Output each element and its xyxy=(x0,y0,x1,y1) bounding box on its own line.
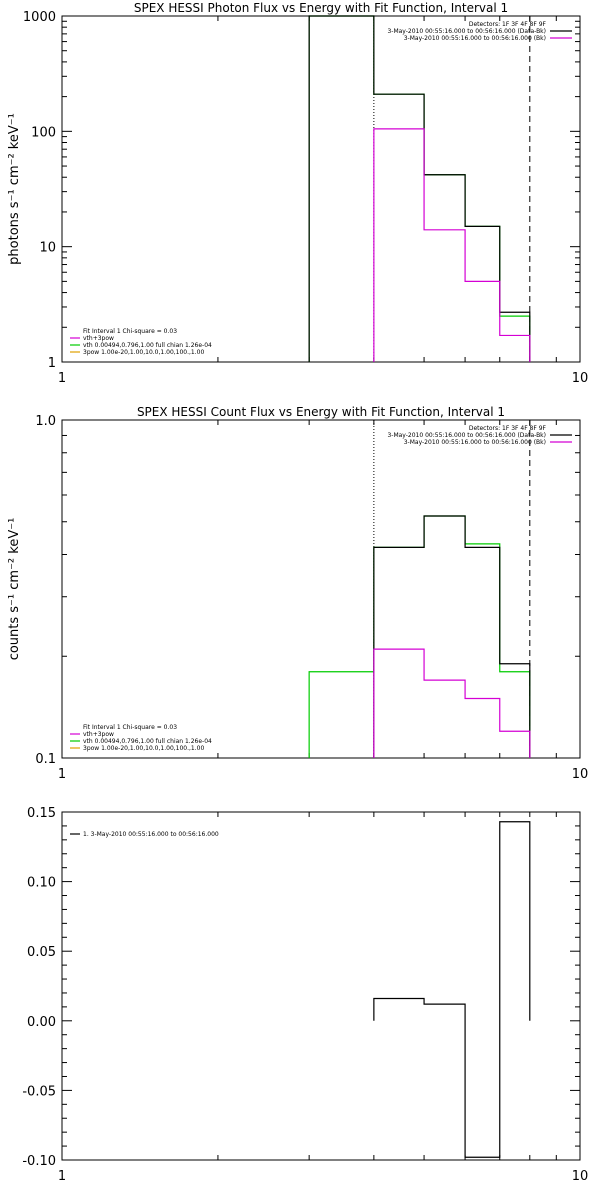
legend-entry: Detectors: 1F 3F 4F 8F 9F xyxy=(469,21,547,28)
x-tick-label: 10 xyxy=(572,1169,589,1184)
x-tick-label: 1 xyxy=(58,1169,66,1184)
legend-entry: 3-May-2010 00:55:16.000 to 00:56:16.000 … xyxy=(404,439,546,446)
legend-entry: 3pow 1.00e-20,1.00,10.0,1.00,100.,1.00 xyxy=(83,349,204,356)
y-axis-label: counts s⁻¹ cm⁻² keV⁻¹ xyxy=(7,518,22,661)
x-tick-label: 10 xyxy=(572,371,589,386)
legend-entry: vth+3pow xyxy=(83,335,114,342)
y-tick-label: 1.0 xyxy=(35,414,56,429)
legend-entry: Fit Interval 1 Chi-square = 0.03 xyxy=(83,328,177,335)
legend-entry: 3-May-2010 00:55:16.000 to 00:56:16.000 … xyxy=(404,35,546,42)
legend-entry: 3-May-2010 00:55:16.000 to 00:56:16.000 … xyxy=(387,432,546,439)
x-tick-label: 10 xyxy=(572,767,589,782)
x-tick-label: 1 xyxy=(58,371,66,386)
y-tick-label: 1000 xyxy=(23,10,56,25)
y-tick-label: 10 xyxy=(39,241,56,256)
y-tick-label: 0.1 xyxy=(35,752,56,767)
legend-entry: vth 0.00494,0.796,1.00 full chian 1.26e-… xyxy=(83,738,212,745)
plot-frame xyxy=(61,811,581,1161)
y-tick-label: 0.10 xyxy=(27,876,56,891)
x-tick-label: 1 xyxy=(58,767,66,782)
legend-entry: Fit Interval 1 Chi-square = 0.03 xyxy=(83,724,177,731)
y-tick-label: 0.00 xyxy=(27,1015,56,1030)
legend-entry: Detectors: 1F 3F 4F 8F 9F xyxy=(469,425,547,432)
legend-entry: 3-May-2010 00:55:16.000 to 00:56:16.000 … xyxy=(387,28,546,35)
series-black-line xyxy=(308,15,531,362)
y-tick-label: -0.05 xyxy=(22,1084,56,1099)
y-tick-label: 0.15 xyxy=(27,806,56,821)
y-tick-label: 100 xyxy=(31,125,56,140)
legend-entry: vth+3pow xyxy=(83,731,114,738)
series-green-line xyxy=(308,15,531,362)
legend-entry: 1. 3-May-2010 00:55:16.000 to 00:56:16.0… xyxy=(83,831,219,838)
legend-entry: 3pow 1.00e-20,1.00,10.0,1.00,100.,1.00 xyxy=(83,745,204,752)
series-black-line xyxy=(373,821,531,1158)
y-tick-label: 0.05 xyxy=(27,945,56,960)
y-axis-label: photons s⁻¹ cm⁻² keV⁻¹ xyxy=(7,113,22,265)
plot-frame xyxy=(61,15,581,363)
legend-entry: vth 0.00494,0.796,1.00 full chian 1.26e-… xyxy=(83,342,212,349)
series-green-line xyxy=(308,515,531,758)
chart-title: SPEX HESSI Photon Flux vs Energy with Fi… xyxy=(134,1,508,15)
series-magenta-line xyxy=(373,648,531,758)
y-tick-label: 1 xyxy=(48,356,56,371)
series-magenta-line xyxy=(373,128,531,362)
y-tick-label: -0.10 xyxy=(22,1154,56,1169)
chart-title: SPEX HESSI Count Flux vs Energy with Fit… xyxy=(137,405,505,419)
plot-frame xyxy=(61,419,581,759)
series-black-line xyxy=(373,515,531,758)
